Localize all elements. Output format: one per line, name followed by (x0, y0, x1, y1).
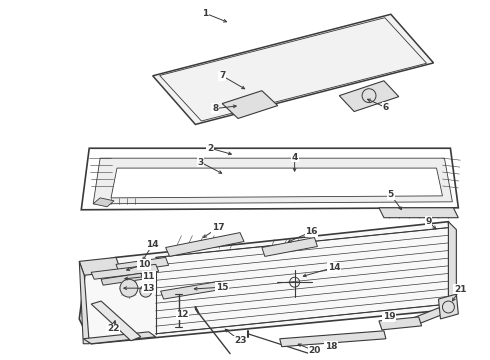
Text: 8: 8 (212, 104, 219, 113)
Text: 19: 19 (383, 312, 395, 321)
Text: 6: 6 (383, 103, 389, 112)
Text: 14: 14 (328, 263, 341, 272)
Text: 12: 12 (176, 310, 189, 319)
Text: 22: 22 (107, 324, 119, 333)
Text: 14: 14 (147, 240, 159, 249)
Text: 17: 17 (212, 223, 224, 232)
Text: 7: 7 (219, 71, 225, 80)
Text: 1: 1 (202, 9, 208, 18)
Text: 3: 3 (197, 158, 203, 167)
Polygon shape (116, 257, 169, 272)
Polygon shape (79, 261, 89, 344)
Polygon shape (161, 281, 223, 299)
Polygon shape (79, 257, 121, 275)
Polygon shape (160, 18, 427, 121)
Polygon shape (79, 222, 456, 344)
Polygon shape (81, 148, 458, 210)
Text: 13: 13 (143, 284, 155, 293)
Polygon shape (91, 301, 141, 341)
Polygon shape (262, 238, 318, 256)
Polygon shape (222, 91, 278, 118)
Polygon shape (280, 331, 386, 347)
Text: 20: 20 (308, 346, 320, 355)
Text: 23: 23 (234, 336, 246, 345)
Polygon shape (83, 332, 156, 344)
Polygon shape (93, 158, 452, 204)
Text: 18: 18 (325, 342, 338, 351)
Polygon shape (93, 198, 114, 207)
Polygon shape (448, 222, 456, 309)
Text: 2: 2 (207, 144, 214, 153)
Polygon shape (339, 81, 399, 112)
Polygon shape (379, 208, 458, 218)
Text: 9: 9 (425, 217, 432, 226)
Text: 16: 16 (305, 227, 318, 236)
Polygon shape (101, 273, 143, 285)
Circle shape (120, 279, 138, 297)
Polygon shape (91, 264, 159, 279)
Text: 15: 15 (216, 283, 228, 292)
Polygon shape (411, 304, 456, 324)
Circle shape (140, 285, 152, 297)
Polygon shape (379, 317, 421, 330)
Polygon shape (153, 14, 434, 125)
Text: 10: 10 (138, 260, 150, 269)
Text: 4: 4 (292, 153, 298, 162)
Polygon shape (439, 294, 458, 319)
Text: 21: 21 (454, 285, 466, 294)
Polygon shape (166, 233, 244, 256)
Polygon shape (111, 168, 442, 198)
Text: 11: 11 (143, 272, 155, 281)
Text: 5: 5 (388, 190, 394, 199)
